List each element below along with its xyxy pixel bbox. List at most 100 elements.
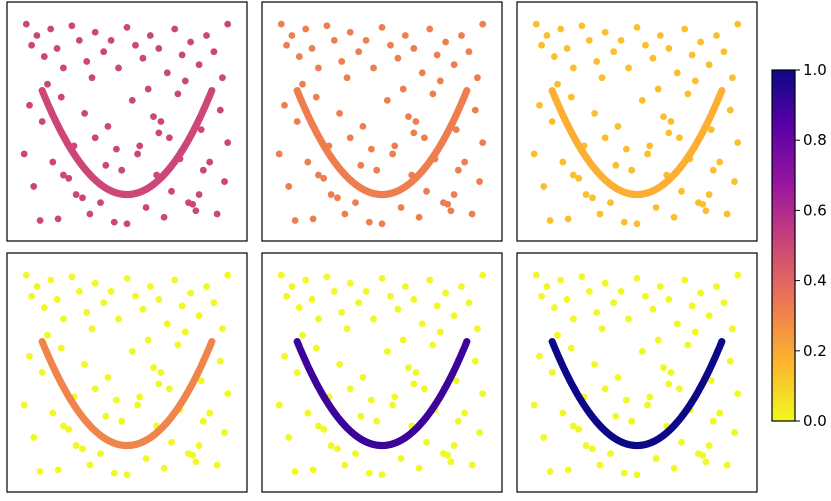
noise-point — [433, 51, 441, 59]
noise-point — [100, 299, 108, 307]
noise-point — [281, 352, 288, 360]
noise-point — [652, 455, 660, 462]
noise-point — [394, 305, 402, 313]
noise-point — [479, 390, 487, 397]
noise-point — [155, 296, 163, 303]
noise-point — [410, 296, 418, 303]
noise-point — [667, 369, 675, 376]
noise-point — [139, 54, 147, 62]
noise-point — [713, 32, 720, 39]
noise-point — [224, 139, 232, 147]
noise-point — [100, 48, 108, 56]
noise-point — [681, 25, 689, 33]
noise-point — [465, 48, 473, 56]
noise-point — [123, 23, 131, 31]
noise-point — [702, 207, 710, 215]
noise-point — [83, 309, 91, 316]
noise-point — [88, 74, 96, 82]
noise-point — [338, 58, 346, 65]
noise-point — [614, 373, 622, 381]
noise-point — [709, 166, 717, 174]
noise-point — [295, 304, 303, 311]
noise-point — [633, 471, 641, 479]
noise-point — [57, 344, 65, 352]
colorbar-tick-label: 0.0 — [803, 412, 827, 430]
noise-point — [557, 276, 565, 284]
noise-point — [598, 325, 606, 333]
noise-point — [665, 296, 673, 303]
noise-point — [450, 191, 458, 198]
noise-point — [315, 422, 322, 430]
noise-point — [394, 54, 402, 62]
noise-point — [705, 61, 713, 69]
noise-point — [540, 434, 548, 441]
noise-point — [275, 401, 283, 409]
noise-point — [447, 458, 455, 466]
noise-point — [221, 429, 228, 436]
noise-point — [471, 357, 479, 365]
noise-point — [327, 191, 335, 198]
noise-point — [174, 341, 182, 349]
noise-point — [320, 425, 328, 433]
noise-point — [134, 150, 142, 158]
noise-point — [206, 409, 214, 417]
noise-point — [536, 352, 543, 360]
noise-point — [107, 36, 115, 44]
colorbar-tick-label: 0.8 — [803, 131, 827, 149]
noise-point — [54, 215, 62, 223]
colorbar-gradient — [772, 70, 795, 421]
noise-point — [79, 445, 86, 453]
noise-point — [436, 77, 444, 85]
noise-point — [81, 360, 88, 368]
noise-point — [554, 80, 561, 88]
noise-point — [213, 210, 221, 218]
noise-point — [546, 217, 554, 224]
noise-point — [538, 41, 545, 49]
noise-point — [302, 276, 310, 284]
noise-point — [224, 390, 232, 397]
noise-point — [110, 469, 118, 477]
noise-point — [302, 25, 310, 33]
noise-point — [38, 118, 46, 125]
noise-point — [107, 287, 115, 295]
noise-point — [532, 271, 540, 279]
noise-point — [538, 292, 545, 300]
noise-point — [327, 442, 335, 449]
noise-point — [373, 417, 381, 425]
noise-point — [633, 274, 641, 282]
noise-point — [638, 348, 646, 355]
noise-point — [705, 312, 713, 320]
noise-point — [155, 380, 163, 388]
noise-point — [155, 129, 163, 137]
noise-point — [638, 97, 646, 104]
panel-frame — [261, 252, 503, 493]
noise-point — [308, 45, 316, 52]
noise-point — [346, 134, 354, 142]
noise-point — [563, 296, 571, 303]
noise-point — [362, 36, 370, 44]
noise-point — [452, 126, 460, 134]
noise-point — [465, 299, 473, 307]
noise-point — [426, 25, 434, 33]
noise-point — [40, 304, 48, 311]
noise-point — [224, 271, 232, 279]
noise-point — [673, 320, 681, 328]
noise-point — [157, 369, 165, 376]
noise-point — [415, 464, 423, 472]
noise-point — [219, 325, 226, 333]
noise-point — [691, 328, 699, 336]
noise-point — [567, 93, 575, 101]
noise-point — [341, 210, 349, 218]
noise-point — [343, 74, 351, 82]
noise-point — [206, 158, 214, 166]
noise-point — [426, 276, 434, 284]
noise-point — [591, 360, 598, 368]
noise-point — [731, 178, 738, 185]
noise-point — [461, 409, 469, 417]
noise-point — [564, 466, 572, 474]
noise-point — [702, 458, 710, 466]
noise-point — [355, 48, 363, 56]
noise-point — [199, 166, 207, 174]
noise-point — [564, 215, 572, 223]
noise-point — [695, 450, 702, 458]
